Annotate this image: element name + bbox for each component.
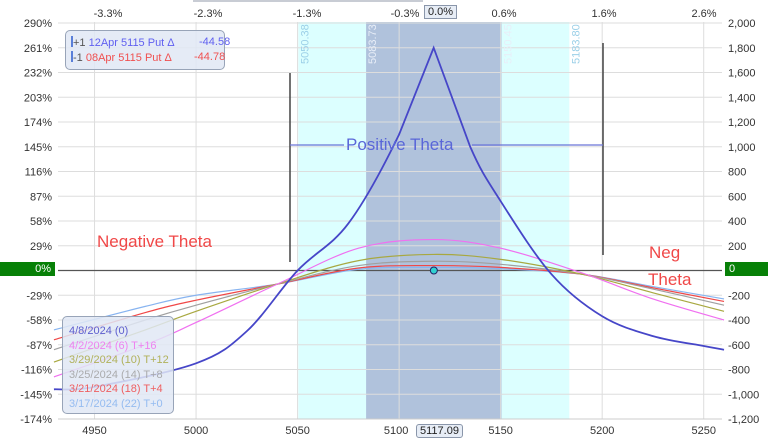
position-desc: 12Apr 5115 Put Δ: [88, 37, 175, 49]
top-tick-label: -2.3%: [194, 8, 223, 20]
left-tick-label: -87%: [26, 340, 52, 352]
position-marker: [71, 36, 73, 47]
band-label: 5050.38: [299, 24, 311, 64]
top-tick-label: -1.3%: [293, 8, 322, 20]
top-bar: [193, 0, 423, 2]
left-tick-label: -29%: [26, 290, 52, 302]
position-delta: -44.58: [199, 36, 231, 48]
left-tick-label: 232%: [24, 68, 52, 80]
right-tick-label: 2,000: [728, 18, 756, 30]
right-tick-label: 1,600: [728, 68, 756, 80]
x-tick-label: 5150: [488, 425, 512, 437]
right-tick-label: 1,400: [728, 92, 756, 104]
current-price-label: 5117.09: [416, 424, 463, 438]
left-tick-label: 29%: [30, 241, 52, 253]
right-tick-label: 800: [728, 167, 746, 179]
right-tick-label: -200: [728, 290, 750, 302]
x-tick-label: 5250: [691, 425, 715, 437]
position-marker: [71, 51, 73, 62]
top-tick-label: 1.6%: [591, 8, 616, 20]
series-line: [53, 260, 725, 351]
x-tick-label: 4950: [82, 425, 106, 437]
right-tick-label: -1,200: [728, 414, 759, 426]
date-legend-item[interactable]: 4/8/2024 (0): [69, 325, 129, 337]
position-qty: -1: [73, 52, 83, 64]
position-row-long: +1 12Apr 5115 Put Δ -44.58: [71, 36, 230, 49]
left-tick-label: 261%: [24, 43, 52, 55]
left-tick-label: 290%: [24, 18, 52, 30]
x-tick-label: 5000: [184, 425, 208, 437]
top-tick-label: 2.6%: [691, 8, 716, 20]
x-tick-label: 5100: [384, 425, 408, 437]
current-pct-label: 0.0%: [424, 5, 458, 19]
annotation-theta: Theta: [648, 270, 692, 289]
left-tick-label: -145%: [20, 389, 52, 401]
right-tick-label: 1,000: [728, 142, 756, 154]
date-legend: 4/8/2024 (0) 4/2/2024 (6) T+16 3/29/2024 (…: [62, 316, 174, 414]
left-tick-label: 58%: [30, 216, 52, 228]
left-tick-label: 203%: [24, 92, 52, 104]
annotation-neg: Neg: [649, 243, 681, 262]
position-legend: +1 12Apr 5115 Put Δ -44.58 -1 08Apr 5115…: [65, 30, 230, 70]
left-tick-label: 116%: [25, 167, 53, 179]
right-zero-tag: 0: [725, 262, 768, 276]
date-legend-item[interactable]: 3/25/2024 (14) T+8: [69, 368, 163, 381]
annotation-positive-theta: Positive Theta: [346, 135, 454, 154]
position-row-short: -1 08Apr 5115 Put Δ -44.78: [71, 51, 225, 64]
date-legend-item[interactable]: 3/17/2024 (22) T+0: [69, 397, 163, 410]
left-tick-label: -116%: [21, 365, 52, 377]
position-desc: 08Apr 5115 Put Δ: [85, 52, 172, 64]
band-label: 5183.80: [570, 24, 582, 64]
top-tick-label: -0.3%: [391, 8, 420, 20]
x-tick-label: 5200: [590, 425, 614, 437]
right-tick-label: 1,200: [728, 117, 756, 129]
right-tick-label: -800: [728, 365, 750, 377]
right-tick-label: 1,800: [728, 43, 756, 55]
top-tick-label: 0.6%: [491, 8, 516, 20]
right-tick-label: 200: [728, 241, 746, 253]
right-tick-label: -1,000: [728, 389, 759, 401]
right-tick-label: 600: [728, 191, 746, 203]
band-label: 5150.45: [503, 24, 515, 64]
x-tick-label: 5050: [285, 425, 309, 437]
date-legend-item[interactable]: 3/29/2024 (10) T+12: [69, 354, 169, 366]
band-label: 5083.73: [367, 24, 379, 64]
left-zero-label: 0%: [35, 263, 51, 275]
top-tick-label: -3.3%: [94, 8, 123, 20]
series-line: [53, 45, 725, 391]
left-tick-label: 87%: [30, 191, 52, 203]
annotation-negative-theta: Negative Theta: [97, 232, 212, 251]
right-tick-label: -400: [728, 315, 750, 327]
date-legend-item[interactable]: 4/2/2024 (6) T+16: [69, 339, 157, 352]
right-zero-label: 0: [729, 263, 736, 275]
position-delta: -44.78: [194, 51, 226, 63]
date-legend-item[interactable]: 3/21/2024 (18) T+4: [69, 383, 163, 395]
left-tick-label: 145%: [24, 142, 52, 154]
left-tick-label: -58%: [26, 315, 52, 327]
series-line: [53, 264, 725, 341]
left-zero-tag: 0%: [0, 262, 55, 276]
position-qty: +1: [73, 37, 86, 49]
current-price-marker: [429, 266, 438, 275]
left-tick-label: 174%: [24, 117, 52, 129]
right-tick-label: -600: [728, 340, 750, 352]
right-tick-label: 400: [728, 216, 746, 228]
left-tick-label: -174%: [20, 414, 52, 426]
